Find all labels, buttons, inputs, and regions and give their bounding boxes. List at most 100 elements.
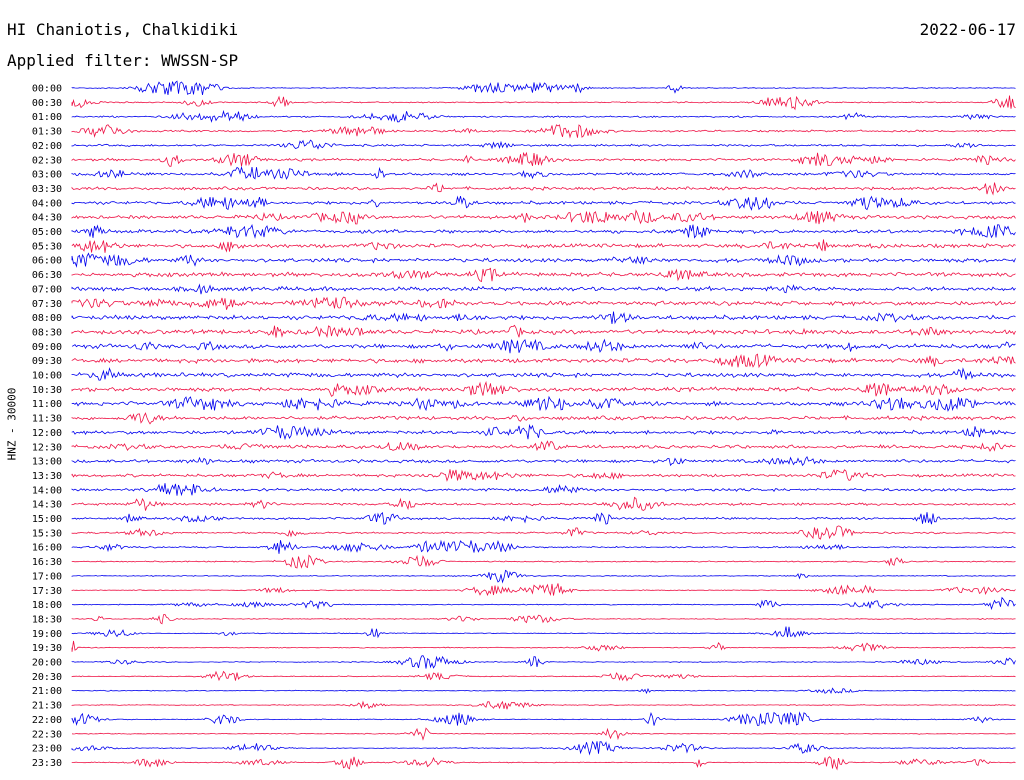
row-time-label: 06:30: [32, 270, 62, 281]
seismic-trace: [71, 311, 1016, 325]
seismic-trace: [71, 539, 1016, 554]
seismic-trace: [71, 613, 1016, 625]
row-time-label: 14:00: [32, 485, 62, 496]
seismic-trace: [71, 324, 1016, 339]
seismic-trace: [71, 380, 1016, 397]
row-time-label: 20:30: [32, 672, 62, 683]
seismic-trace: [71, 182, 1016, 196]
filter-label: Applied filter: WWSSN-SP: [7, 51, 239, 70]
seismic-trace: [71, 252, 1016, 268]
row-time-label: 10:30: [32, 385, 62, 396]
trace-rows: 00:00 00:30 01:00 01:30 02:00 02:30 03:00 03:30…: [32, 80, 1016, 771]
seismic-trace: [71, 640, 1016, 652]
seismic-trace: [71, 583, 1016, 597]
row-time-label: 16:00: [32, 543, 62, 554]
station-title: HI Chaniotis, Chalkidiki: [7, 20, 239, 39]
seismic-trace: [71, 554, 1016, 569]
seismic-trace: [71, 740, 1016, 756]
row-time-label: 18:00: [32, 600, 62, 611]
seismic-trace: [71, 596, 1016, 611]
row-time-label: 21:30: [32, 701, 62, 712]
row-time-label: 04:00: [32, 198, 62, 209]
row-time-label: 19:00: [32, 629, 62, 640]
row-time-label: 08:00: [32, 313, 62, 324]
seismic-trace: [71, 296, 1016, 310]
row-time-label: 01:30: [32, 127, 62, 138]
seismic-trace: [71, 626, 1016, 639]
row-time-label: 18:30: [32, 614, 62, 625]
seismic-trace: [71, 455, 1016, 467]
row-time-label: 08:30: [32, 327, 62, 338]
row-time-label: 23:30: [32, 758, 62, 769]
row-time-label: 00:00: [32, 84, 62, 95]
seismic-trace: [71, 525, 1016, 540]
seismic-trace: [71, 95, 1016, 111]
row-time-label: 15:00: [32, 514, 62, 525]
row-time-label: 17:30: [32, 586, 62, 597]
row-time-label: 22:00: [32, 715, 62, 726]
row-time-label: 05:00: [32, 227, 62, 238]
seismic-trace: [71, 209, 1016, 225]
row-time-label: 19:30: [32, 643, 62, 654]
seismic-trace: [71, 165, 1016, 180]
row-time-label: 14:30: [32, 500, 62, 511]
row-time-label: 11:30: [32, 414, 62, 425]
row-time-label: 23:00: [32, 744, 62, 755]
seismic-trace: [71, 195, 1016, 211]
seismic-trace: [71, 151, 1016, 167]
seismic-trace: [71, 469, 1016, 482]
row-time-label: 16:30: [32, 557, 62, 568]
seismic-trace: [71, 338, 1016, 354]
seismic-trace: [71, 687, 1016, 695]
seismic-trace: [71, 700, 1016, 710]
row-time-label: 12:30: [32, 442, 62, 453]
row-time-label: 09:00: [32, 342, 62, 353]
seismic-trace: [71, 756, 1016, 771]
row-time-label: 11:00: [32, 399, 62, 410]
row-time-label: 07:00: [32, 284, 62, 295]
row-time-label: 22:30: [32, 729, 62, 740]
seismic-trace: [71, 711, 1016, 726]
row-time-label: 02:30: [32, 155, 62, 166]
seismic-trace: [71, 239, 1016, 253]
seismic-trace: [71, 224, 1016, 239]
row-time-label: 09:30: [32, 356, 62, 367]
seismic-trace: [71, 483, 1016, 497]
seismic-trace: [71, 395, 1016, 412]
row-time-label: 13:30: [32, 471, 62, 482]
row-time-label: 02:00: [32, 141, 62, 152]
row-time-label: 03:00: [32, 170, 62, 181]
row-time-label: 17:00: [32, 571, 62, 582]
row-time-label: 04:30: [32, 213, 62, 224]
seismic-trace: [71, 353, 1016, 369]
seismic-trace: [71, 267, 1016, 283]
row-time-label: 00:30: [32, 98, 62, 109]
seismic-trace: [71, 124, 1016, 139]
row-time-label: 21:00: [32, 686, 62, 697]
seismic-trace: [71, 80, 1016, 95]
seismic-trace: [71, 139, 1016, 150]
seismic-trace: [71, 440, 1016, 452]
seismic-trace: [71, 512, 1016, 525]
row-time-label: 12:00: [32, 428, 62, 439]
row-time-label: 20:00: [32, 658, 62, 669]
row-time-label: 06:00: [32, 256, 62, 267]
row-time-label: 10:00: [32, 371, 62, 382]
seismic-trace: [71, 283, 1016, 295]
row-time-label: 13:00: [32, 457, 62, 468]
seismic-trace: [71, 655, 1016, 669]
seismic-trace: [71, 423, 1016, 441]
row-time-label: 03:30: [32, 184, 62, 195]
seismic-trace: [71, 109, 1016, 123]
seismic-trace: [71, 670, 1016, 682]
seismic-trace: [71, 569, 1016, 584]
seismic-trace: [71, 412, 1016, 425]
seismic-trace: [71, 496, 1016, 511]
date-label: 2022-06-17: [919, 20, 1016, 39]
seismic-trace: [71, 367, 1016, 381]
seismic-trace: [71, 727, 1016, 741]
row-time-label: 05:30: [32, 241, 62, 252]
row-time-label: 15:30: [32, 528, 62, 539]
row-time-label: 01:00: [32, 112, 62, 123]
